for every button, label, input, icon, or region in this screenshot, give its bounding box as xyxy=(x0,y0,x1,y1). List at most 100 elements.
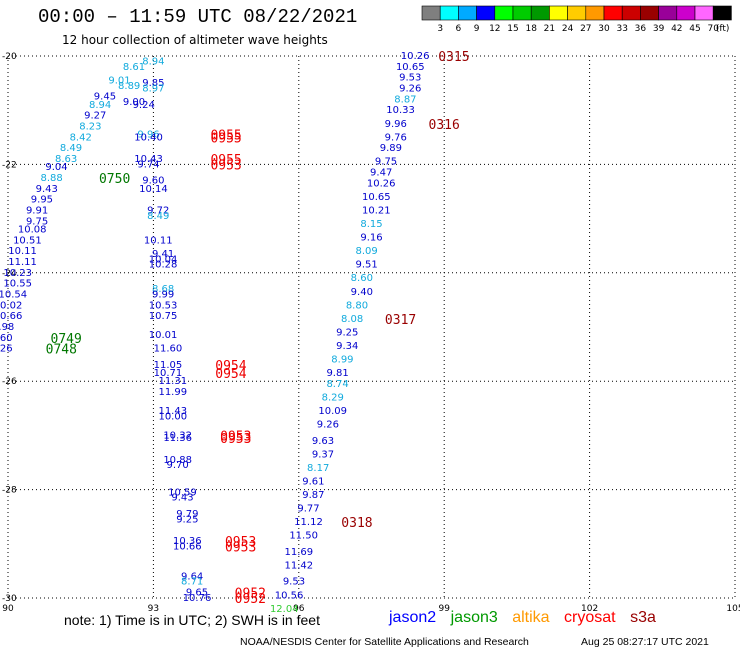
wave-height-point: 8.29 xyxy=(322,392,344,403)
color-scale-label: 30 xyxy=(598,24,610,34)
wave-height-point: 11.60 xyxy=(154,344,183,355)
wave-height-point: 11.43 xyxy=(158,406,187,417)
wave-height-point: 10.56 xyxy=(275,590,304,601)
wave-height-point: 9.37 xyxy=(312,449,334,460)
pass-time-label: 0955 xyxy=(210,129,241,144)
wave-height-point: 10.65 xyxy=(362,192,391,203)
wave-height-point: 9.72 xyxy=(147,205,169,216)
color-scale-label: 18 xyxy=(525,24,537,34)
color-scale-label: 39 xyxy=(653,24,665,34)
color-scale-unit: (ft) xyxy=(716,24,730,34)
wave-height-point: 9.60 xyxy=(142,176,164,187)
wave-height-point: 8.99 xyxy=(331,355,353,366)
wave-height-point: 10.43 xyxy=(134,154,163,165)
pass-time-label: 0952 xyxy=(235,592,266,607)
wave-height-point: 9.75 xyxy=(26,216,48,227)
satellite-legend-altika: altika xyxy=(512,609,550,626)
pass-time-label: 0953 xyxy=(225,535,256,550)
color-scale-swatch xyxy=(603,5,623,21)
wave-height-point: 9.85 xyxy=(142,78,164,89)
pass-time-label: 0750 xyxy=(99,172,130,187)
wave-height-point: 8.42 xyxy=(70,132,92,143)
wave-height-point: 9.25 xyxy=(336,327,358,338)
wave-height-point: 9.53 xyxy=(283,577,305,588)
wave-height-point: 10.66 xyxy=(0,311,22,322)
color-scale-label: 3 xyxy=(437,24,443,34)
pass-time-label: 0749 xyxy=(51,332,82,347)
wave-height-point: 10.23 xyxy=(3,268,32,279)
wave-height-point: 9.01 xyxy=(108,75,130,86)
color-scale-swatch xyxy=(712,5,732,21)
wave-height-point: 9.61 xyxy=(302,476,324,487)
pass-time-label: 0955 xyxy=(210,131,241,146)
wave-height-point: 11.99 xyxy=(158,387,187,398)
wave-height-point: 8.74 xyxy=(326,379,348,390)
wave-height-point: 10.09 xyxy=(318,406,347,417)
wave-height-point: 8.61 xyxy=(123,62,145,73)
satellite-legend-cryosat: cryosat xyxy=(564,609,616,626)
wave-height-point: 8.63 xyxy=(55,154,77,165)
color-scale-swatch xyxy=(658,5,678,21)
wave-height-point: 10.88 xyxy=(163,455,192,466)
wave-height-point: 10.01 xyxy=(149,330,178,341)
wave-height-point: 11.11 xyxy=(8,257,37,268)
wave-height-point: 9.26 xyxy=(399,84,421,95)
wave-height-point: 8.88 xyxy=(40,173,62,184)
wave-height-point: 9.65 xyxy=(186,588,208,599)
wave-height-point: 8.60 xyxy=(351,273,373,284)
wave-height-point: 10.65 xyxy=(396,62,425,73)
wave-height-point: 9.53 xyxy=(399,73,421,84)
color-scale-label: 45 xyxy=(689,24,700,34)
wave-height-point: 9.96 xyxy=(385,119,407,130)
wave-height-point: 10.51 xyxy=(13,235,42,246)
color-scale-label: 9 xyxy=(474,24,480,34)
wave-height-point: 9.98 xyxy=(0,322,14,333)
y-tick-label: -28 xyxy=(2,486,17,496)
pass-time-label: 0953 xyxy=(220,432,251,447)
color-scale-swatch xyxy=(476,5,496,21)
wave-height-point: 10.02 xyxy=(0,300,22,311)
satellite-legend-jason2: jason2 xyxy=(389,609,437,626)
wave-height-point: 9.43 xyxy=(36,184,58,195)
wave-height-point: 8.97 xyxy=(142,84,164,95)
pass-time-label: 0954 xyxy=(215,367,246,382)
pass-time-label: 0317 xyxy=(385,313,416,328)
wave-height-point: 10.21 xyxy=(362,205,391,216)
wave-height-point: 10.53 xyxy=(149,300,178,311)
chart-subtitle: 12 hour collection of altimeter wave hei… xyxy=(62,33,328,47)
wave-height-point: 9.41 xyxy=(152,249,174,260)
color-scale-label: 33 xyxy=(616,24,627,34)
wave-height-point: 8.49 xyxy=(60,143,82,154)
wave-height-point: 11.12 xyxy=(294,517,323,528)
color-scale-swatch xyxy=(458,5,477,21)
color-scale-label: 21 xyxy=(544,24,555,34)
wave-height-point: 11.42 xyxy=(284,560,313,571)
pass-time-label: 0953 xyxy=(210,158,241,173)
wave-height-point: 10.33 xyxy=(386,105,415,116)
wave-height-point: 11.60 xyxy=(0,333,13,344)
wave-height-point: 9.91 xyxy=(26,205,48,216)
wave-height-point: 10.04 xyxy=(149,254,178,265)
wave-height-point: 9.87 xyxy=(302,490,324,501)
wave-height-point: 10.75 xyxy=(149,311,178,322)
footer-credit: NOAA/NESDIS Center for Satellite Applica… xyxy=(240,636,529,648)
wave-height-point: 9.64 xyxy=(181,571,203,582)
x-tick-label: 96 xyxy=(293,604,305,614)
color-scale-swatch xyxy=(494,5,514,21)
wave-height-point: 10.54 xyxy=(0,289,27,300)
color-scale-swatch xyxy=(512,5,532,21)
wave-height-point: 9.34 xyxy=(336,341,358,352)
satellite-legend-s3a: s3a xyxy=(630,609,656,626)
wave-height-point: 10.76 xyxy=(183,593,212,604)
wave-height-point: 8.71 xyxy=(181,577,203,588)
wave-height-point: 10.66 xyxy=(173,542,202,553)
wave-height-point: 8.49 xyxy=(147,211,169,222)
y-tick-label: -20 xyxy=(2,52,17,62)
y-tick-label: -30 xyxy=(2,594,17,604)
color-scale-label: 12 xyxy=(489,24,500,34)
wave-height-point: 9.25 xyxy=(176,514,198,525)
color-scale-label: 6 xyxy=(456,24,462,34)
color-scale-label: 42 xyxy=(671,24,682,34)
wave-height-point: 8.68 xyxy=(152,284,174,295)
color-scale-label: 27 xyxy=(580,24,591,34)
